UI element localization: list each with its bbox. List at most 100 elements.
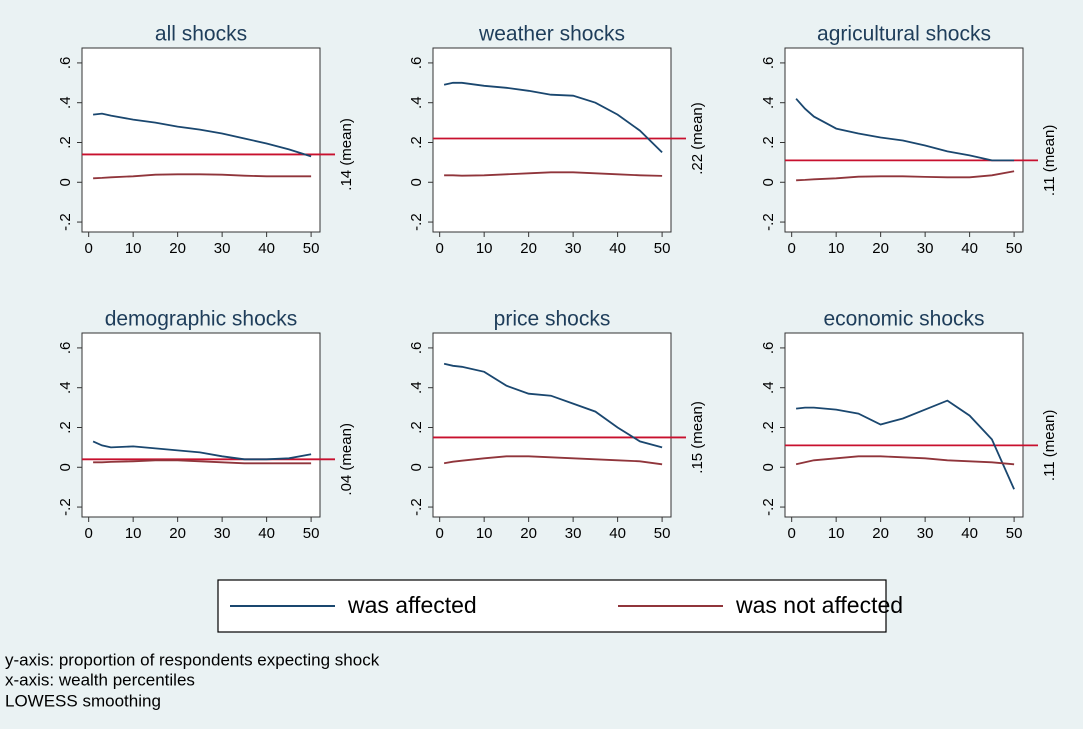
x-tick-label: 30 xyxy=(214,525,231,542)
mean-label: .11 (mean) xyxy=(1041,410,1058,481)
series-line xyxy=(443,455,663,466)
x-tick-label: 40 xyxy=(258,240,275,257)
x-tick-label: 20 xyxy=(520,240,537,257)
mean-label: .11 (mean) xyxy=(1041,125,1058,196)
x-tick-label: 20 xyxy=(169,240,186,257)
series-line xyxy=(443,362,663,449)
series-line xyxy=(93,173,312,180)
y-tick-label: 0 xyxy=(57,178,74,186)
series-line xyxy=(795,98,1015,162)
x-tick-label: 0 xyxy=(788,240,796,257)
y-tick-label: .6 xyxy=(57,342,74,355)
mean-label: .04 (mean) xyxy=(338,423,355,496)
panel-title: price shocks xyxy=(494,308,611,331)
x-tick-label: 20 xyxy=(520,525,537,542)
mean-label: .14 (mean) xyxy=(338,118,355,191)
x-tick-label: 10 xyxy=(476,525,493,542)
y-tick-label: .4 xyxy=(760,96,777,109)
y-tick-label: 0 xyxy=(57,463,74,471)
y-tick-label: .2 xyxy=(57,136,74,149)
y-tick-label: .2 xyxy=(760,136,777,149)
legend-label: was not affected xyxy=(735,592,903,618)
y-tick-label: .2 xyxy=(760,421,777,434)
x-tick-label: 40 xyxy=(961,525,978,542)
series-line xyxy=(795,455,1015,466)
x-tick-label: 30 xyxy=(565,240,582,257)
series-line xyxy=(796,170,1015,182)
plot-area xyxy=(432,47,672,233)
x-tick-label: 50 xyxy=(303,240,320,257)
y-tick-label: -.2 xyxy=(57,213,74,231)
y-tick-label: -.2 xyxy=(760,498,777,516)
x-tick-label: 10 xyxy=(476,240,493,257)
y-tick-label: .6 xyxy=(408,57,425,70)
plot-area xyxy=(784,332,1024,518)
series-line xyxy=(443,81,663,154)
panel-title: demographic shocks xyxy=(105,308,298,331)
plot-area xyxy=(432,332,672,518)
x-tick-label: 50 xyxy=(303,525,320,542)
x-tick-label: 50 xyxy=(1006,525,1023,542)
note: y-axis: proportion of respondents expect… xyxy=(5,650,380,669)
x-tick-label: 50 xyxy=(654,240,671,257)
series-line xyxy=(93,459,312,465)
mean-label: .15 (mean) xyxy=(689,401,706,474)
y-tick-label: .6 xyxy=(408,342,425,355)
y-tick-label: 0 xyxy=(408,463,425,471)
x-tick-label: 50 xyxy=(654,525,671,542)
x-tick-label: 10 xyxy=(125,525,142,542)
panel-title: agricultural shocks xyxy=(817,23,991,46)
y-tick-label: -.2 xyxy=(408,213,425,231)
y-tick-label: -.2 xyxy=(408,498,425,516)
plot-area xyxy=(81,332,321,518)
x-tick-label: 0 xyxy=(788,525,796,542)
y-tick-label: 0 xyxy=(760,178,777,186)
series-line xyxy=(92,440,312,461)
series-line xyxy=(444,171,663,177)
y-tick-label: .4 xyxy=(57,381,74,394)
x-tick-label: 10 xyxy=(828,240,845,257)
x-tick-label: 20 xyxy=(872,525,889,542)
x-tick-label: 30 xyxy=(917,240,934,257)
y-tick-label: .6 xyxy=(760,342,777,355)
y-tick-label: .4 xyxy=(57,96,74,109)
x-tick-label: 30 xyxy=(917,525,934,542)
mean-label: .22 (mean) xyxy=(689,102,706,175)
y-tick-label: .6 xyxy=(57,57,74,70)
y-tick-label: .4 xyxy=(408,96,425,109)
y-tick-label: .4 xyxy=(408,381,425,394)
series-line xyxy=(92,112,312,158)
panel-title: weather shocks xyxy=(478,23,625,46)
plot-area xyxy=(81,47,321,233)
x-tick-label: 0 xyxy=(436,525,444,542)
panel-title: economic shocks xyxy=(823,308,984,331)
x-tick-label: 0 xyxy=(85,525,93,542)
y-tick-label: .6 xyxy=(760,57,777,70)
x-tick-label: 40 xyxy=(609,240,626,257)
panel-title: all shocks xyxy=(155,23,247,46)
y-tick-label: .2 xyxy=(408,136,425,149)
x-tick-label: 20 xyxy=(872,240,889,257)
y-tick-label: -.2 xyxy=(760,213,777,231)
x-tick-label: 50 xyxy=(1006,240,1023,257)
x-tick-label: 40 xyxy=(609,525,626,542)
y-tick-label: .2 xyxy=(408,421,425,434)
x-tick-label: 20 xyxy=(169,525,186,542)
x-tick-label: 10 xyxy=(828,525,845,542)
series-line xyxy=(795,399,1015,490)
y-tick-label: .4 xyxy=(760,381,777,394)
x-tick-label: 0 xyxy=(85,240,93,257)
x-tick-label: 30 xyxy=(214,240,231,257)
legend-label: was affected xyxy=(347,592,477,618)
note: x-axis: wealth percentiles xyxy=(5,670,195,689)
x-tick-label: 30 xyxy=(565,525,582,542)
y-tick-label: .2 xyxy=(57,421,74,434)
x-tick-label: 40 xyxy=(961,240,978,257)
x-tick-label: 10 xyxy=(125,240,142,257)
x-tick-label: 0 xyxy=(436,240,444,257)
y-tick-label: 0 xyxy=(408,178,425,186)
y-tick-label: 0 xyxy=(760,463,777,471)
x-tick-label: 40 xyxy=(258,525,275,542)
y-tick-label: -.2 xyxy=(57,498,74,516)
